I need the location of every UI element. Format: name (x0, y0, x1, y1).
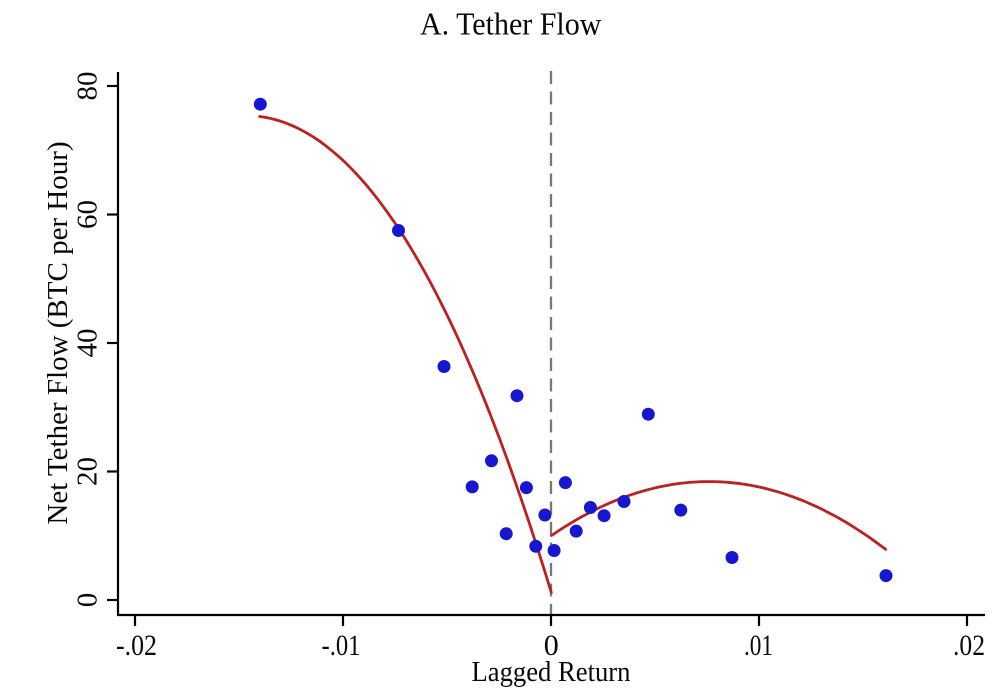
svg-text:-.01: -.01 (322, 629, 361, 662)
svg-text:.02: .02 (953, 629, 985, 662)
svg-text:0: 0 (72, 593, 104, 608)
svg-text:80: 80 (72, 72, 104, 101)
svg-text:20: 20 (72, 457, 104, 486)
svg-text:.01: .01 (744, 629, 773, 662)
svg-text:Net Tether Flow (BTC per Hour): Net Tether Flow (BTC per Hour) (42, 141, 74, 524)
svg-text:0: 0 (544, 629, 559, 662)
svg-text:40: 40 (72, 329, 104, 358)
svg-text:A. Tether Flow: A. Tether Flow (420, 6, 602, 42)
svg-text:-.02: -.02 (116, 629, 157, 662)
svg-text:Lagged Return: Lagged Return (472, 656, 631, 688)
svg-text:60: 60 (72, 200, 104, 229)
